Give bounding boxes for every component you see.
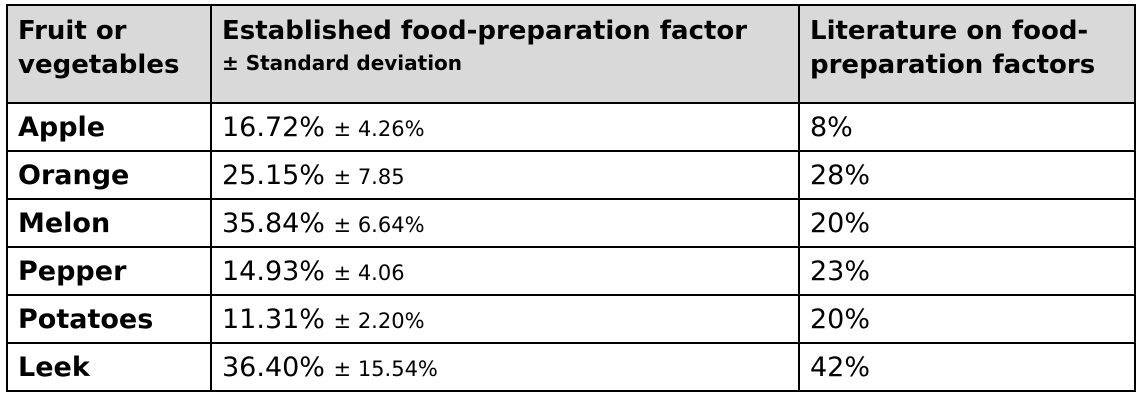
- row-name: Orange: [6, 150, 212, 200]
- row-literature: 28%: [798, 150, 1136, 200]
- table-row: Melon 35.84% ± 6.64% 20%: [6, 198, 1136, 248]
- row-literature: 20%: [798, 294, 1136, 344]
- table-row: Pepper 14.93% ± 4.06 23%: [6, 246, 1136, 296]
- food-preparation-table: Fruit or vegetables Established food-pre…: [6, 4, 1136, 392]
- sd-value: ± 7.85: [333, 164, 405, 189]
- header-fruit-or-vegetables: Fruit or vegetables: [6, 4, 212, 104]
- factor-value: 25.15%: [222, 159, 325, 191]
- row-literature: 23%: [798, 246, 1136, 296]
- header-established-factor-main: Established food-preparation factor: [222, 16, 748, 46]
- table-row: Orange 25.15% ± 7.85 28%: [6, 150, 1136, 200]
- factor-value: 35.84%: [222, 207, 325, 239]
- row-factor: 16.72% ± 4.26%: [210, 102, 800, 152]
- row-factor: 14.93% ± 4.06: [210, 246, 800, 296]
- row-name: Melon: [6, 198, 212, 248]
- header-established-factor: Established food-preparation factor ± St…: [210, 4, 800, 104]
- row-factor: 11.31% ± 2.20%: [210, 294, 800, 344]
- factor-value: 36.40%: [222, 351, 325, 383]
- sd-value: ± 4.26%: [333, 116, 425, 141]
- row-literature: 42%: [798, 342, 1136, 392]
- row-factor: 25.15% ± 7.85: [210, 150, 800, 200]
- factor-value: 11.31%: [222, 303, 325, 335]
- row-factor: 36.40% ± 15.54%: [210, 342, 800, 392]
- sd-value: ± 4.06: [333, 260, 405, 285]
- factor-value: 14.93%: [222, 255, 325, 287]
- row-factor: 35.84% ± 6.64%: [210, 198, 800, 248]
- row-name: Pepper: [6, 246, 212, 296]
- row-literature: 20%: [798, 198, 1136, 248]
- table-row: Potatoes 11.31% ± 2.20% 20%: [6, 294, 1136, 344]
- header-literature: Literature on food-preparation factors: [798, 4, 1136, 104]
- table-row: Apple 16.72% ± 4.26% 8%: [6, 102, 1136, 152]
- sd-value: ± 15.54%: [333, 356, 438, 381]
- row-name: Potatoes: [6, 294, 212, 344]
- factor-value: 16.72%: [222, 111, 325, 143]
- row-name: Leek: [6, 342, 212, 392]
- header-established-factor-sub: ± Standard deviation: [222, 51, 463, 75]
- header-row: Fruit or vegetables Established food-pre…: [6, 4, 1136, 104]
- sd-value: ± 2.20%: [333, 308, 425, 333]
- table-row: Leek 36.40% ± 15.54% 42%: [6, 342, 1136, 392]
- table-container: Fruit or vegetables Established food-pre…: [6, 4, 1136, 392]
- row-literature: 8%: [798, 102, 1136, 152]
- row-name: Apple: [6, 102, 212, 152]
- sd-value: ± 6.64%: [333, 212, 425, 237]
